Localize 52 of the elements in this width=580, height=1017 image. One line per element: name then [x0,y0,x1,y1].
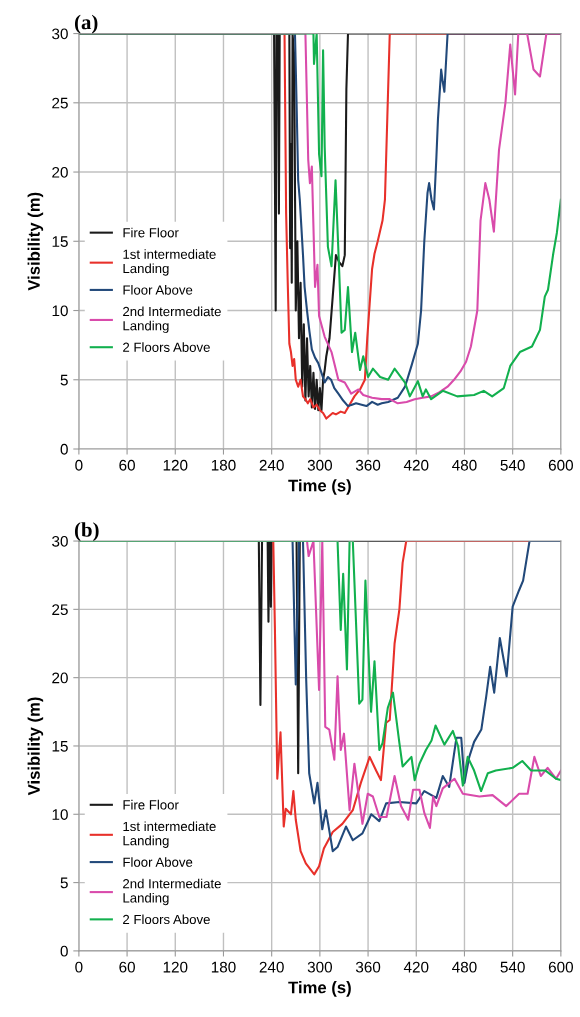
y-tick-label: 0 [60,945,68,957]
legend-label: Floor Above [123,857,193,867]
x-tick-label: 120 [163,459,188,471]
x-tick-label: 0 [75,961,83,973]
legend-label: 2 Floors Above [123,914,210,925]
y-tick-label: 0 [60,443,68,455]
y-tick-label: 10 [52,809,68,820]
x-tick-label: 600 [548,459,574,471]
y-tick-label: 20 [52,672,68,684]
x-tick-label: 480 [452,961,477,973]
chart-title: (a) [74,14,98,34]
x-tick-label: 180 [211,961,236,973]
x-tick-label: 480 [452,459,477,471]
x-tick-label: 420 [403,961,429,973]
x-tick-label: 300 [307,459,333,471]
x-tick-label: 60 [119,961,135,973]
legend-label: Fire Floor [123,799,179,810]
chart-title: (b) [74,522,99,542]
x-axis-title: Time (s) [288,981,351,997]
y-tick-label: 25 [52,97,68,109]
x-tick-label: 360 [355,961,381,973]
x-tick-label: 0 [75,459,83,471]
x-tick-label: 240 [259,961,284,973]
legend-label: 1st intermediate Landing [123,821,216,848]
x-tick-label: 60 [119,459,135,471]
y-tick-label: 15 [52,236,68,247]
legend-label: 2nd Intermediate Landing [123,306,221,334]
y-tick-label: 15 [52,740,68,752]
y-tick-label: 20 [52,166,68,178]
legend-label: Floor Above [123,284,193,295]
legend-label: 2 Floors Above [123,342,210,352]
x-tick-label: 300 [307,961,333,973]
legend-label: Fire Floor [123,227,179,238]
y-tick-label: 30 [52,28,68,40]
x-tick-label: 180 [211,459,236,471]
y-tick-label: 5 [60,374,68,386]
x-tick-label: 420 [403,459,429,471]
y-tick-label: 30 [52,535,68,547]
legend-label: 2nd Intermediate Landing [123,878,221,906]
x-axis-title: Time (s) [288,479,351,495]
legend-label: 1st intermediate Landing [123,249,216,276]
x-tick-label: 240 [259,459,284,471]
x-tick-label: 540 [500,961,525,973]
y-tick-label: 5 [60,877,68,889]
y-tick-label: 10 [52,305,68,317]
x-tick-label: 600 [548,961,574,973]
y-tick-label: 25 [52,604,68,616]
y-axis-title: Visibility (m) [27,697,44,796]
x-tick-label: 120 [163,961,188,973]
y-axis-title: Visibility (m) [27,192,44,291]
x-tick-label: 360 [355,459,381,471]
x-tick-label: 540 [500,459,525,471]
